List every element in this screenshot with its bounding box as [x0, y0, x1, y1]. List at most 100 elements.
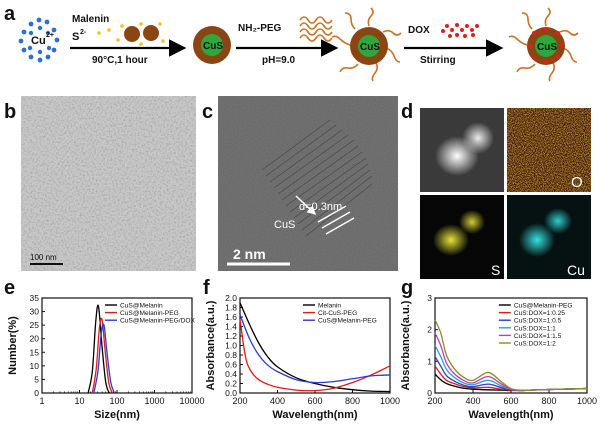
x-tick-label: 1000	[380, 396, 400, 406]
cus-core-label-2: CuS	[360, 42, 380, 53]
y-tick-label: 2.0	[225, 293, 237, 303]
fringe-mark-2	[321, 211, 351, 229]
panel-label-b: b	[4, 101, 16, 123]
melanin-particles-icon	[97, 22, 165, 46]
cus-melanin-particle: CuS	[193, 26, 231, 64]
sulfide-charge: 2-	[80, 29, 87, 36]
legend-label: CuS@Melanin-PEG	[318, 318, 377, 325]
panel-label-f: f	[203, 277, 210, 299]
series-line-3	[93, 323, 115, 394]
d-spacing-label: d=0.3nm	[299, 201, 342, 213]
malenin-label: Malenin	[72, 14, 109, 25]
chart-panel-g: 200 400 600 800 1000 0 1 2 3 Wavelength(nm) Absorb…	[400, 293, 597, 421]
cu-ion-charge: 2+	[46, 32, 54, 39]
legend-label: CuS@Melanin-PEG/DOX	[120, 318, 195, 325]
lattice-arrow	[295, 195, 317, 216]
panel-label-e: e	[4, 277, 15, 299]
x-tick-label: 800	[345, 396, 360, 406]
tem-particles-texture	[21, 96, 196, 271]
legend-label: CuS:DOX=1:1.5	[514, 333, 562, 340]
y-axis-label: Absorbance(a.u.)	[400, 300, 412, 390]
cus-melanin-peg-dox-particle: CuS	[508, 7, 579, 82]
x-axis-label: Size(nm)	[94, 409, 140, 421]
chart-panel-f: 200 400 600 800 1000 0.00.20.40.60.81.01.21.4…	[205, 293, 400, 421]
panel-c-hrtem: c d=0.3nm CuS 2 nm	[202, 96, 398, 271]
sulfide-label: S	[72, 31, 79, 43]
cu-map-label: Cu	[567, 262, 585, 278]
panel-b-tem: b 100 nm	[4, 96, 196, 271]
y-axis-label: Number(%)	[7, 316, 19, 375]
condition-label-1: 90°C,1 hour	[92, 55, 148, 66]
cus-lattice-label: CuS	[274, 219, 295, 231]
y-tick-label: 2	[427, 325, 432, 335]
stirring-label: Stirring	[420, 55, 456, 66]
series-line-3	[239, 314, 391, 384]
series-line-5	[434, 332, 588, 392]
panel-label-g: g	[401, 277, 413, 299]
x-tick-label: 400	[270, 396, 285, 406]
x-tick-label: 600	[307, 396, 322, 406]
x-tick-label: 10000	[179, 396, 204, 406]
panel-label-d: d	[401, 101, 413, 123]
legend-label: Cit-CuS-PEG	[318, 310, 357, 317]
x-axis-label: Wavelength(nm)	[468, 409, 553, 421]
x-axis-label: Wavelength(nm)	[272, 409, 357, 421]
panel-a-scheme: a Cu 2+ Malenin S 2- 90°C	[4, 3, 579, 82]
peg-label: NH₂-PEG	[238, 23, 282, 34]
y-tick-label: 1.2	[225, 331, 237, 341]
y-tick-label: 0.2	[225, 379, 237, 389]
y-tick-label: 1.0	[225, 341, 237, 351]
s-signal-1	[433, 224, 469, 256]
y-tick-label: 3	[427, 293, 432, 303]
series-line-2	[91, 317, 113, 394]
series-line-4	[434, 345, 588, 392]
y-tick-label: 0	[427, 388, 432, 398]
series-line-1	[87, 304, 110, 394]
x-tick-label: 600	[503, 396, 518, 406]
y-tick-label: 0.6	[225, 360, 237, 370]
dox-label: DOX	[408, 25, 430, 36]
legend-label: CuS@Melanin	[120, 303, 163, 310]
panel-d-eds: d O S Cu	[401, 101, 591, 279]
y-tick-label: 30	[30, 307, 40, 317]
fringe-mark-3	[325, 217, 355, 235]
y-tick-label: 1.8	[225, 303, 237, 313]
cu-signal-2	[544, 208, 572, 234]
dox-surface-dots	[528, 27, 564, 64]
legend-label: CuS@Melanin-PEG	[514, 303, 573, 310]
y-tick-label: 0	[34, 388, 39, 398]
y-axis-label: Absorbance(a.u.)	[205, 300, 217, 390]
y-tick-label: 35	[30, 293, 40, 303]
peg-corona-1	[331, 7, 402, 82]
series-line-2	[239, 319, 391, 392]
dox-molecules-icon	[441, 23, 479, 38]
y-tick-label: 1	[427, 356, 432, 366]
y-tick-label: 10	[30, 361, 40, 371]
x-tick-label: 200	[232, 396, 247, 406]
y-tick-label: 0.4	[225, 369, 237, 379]
legend-label: Melanin	[318, 303, 341, 310]
y-tick-label: 1.4	[225, 322, 237, 332]
o-map-label: O	[571, 174, 583, 191]
series-line-1	[239, 302, 391, 393]
x-tick-label: 1000	[144, 396, 164, 406]
cu-ion-cluster: Cu 2+	[18, 17, 60, 63]
scale-label-b: 100 nm	[30, 253, 57, 262]
panel-label-a: a	[4, 3, 16, 25]
y-tick-label: 0.8	[225, 350, 237, 360]
x-tick-label: 200	[427, 396, 442, 406]
y-tick-label: 1.6	[225, 312, 237, 322]
y-tick-label: 20	[30, 334, 40, 344]
x-tick-label: 1000	[577, 396, 597, 406]
darkfield-particle-2	[462, 122, 494, 154]
cu-ion-dots	[18, 17, 60, 63]
series-line-6	[434, 319, 588, 391]
legend-label: CuS:DOX=1:1	[514, 325, 556, 332]
s-signal-2	[459, 210, 485, 234]
legend-label: CuS@Melanin-PEG	[120, 310, 179, 317]
y-tick-label: 0.0	[225, 388, 237, 398]
x-tick-label: 1	[39, 396, 44, 406]
x-tick-label: 800	[541, 396, 556, 406]
chart-panel-e: 1 10 100 1000 10000 0 5 10 15 20 25 30 35 Size(nm) Num…	[7, 293, 205, 421]
cus-core-label-1: CuS	[203, 41, 223, 52]
